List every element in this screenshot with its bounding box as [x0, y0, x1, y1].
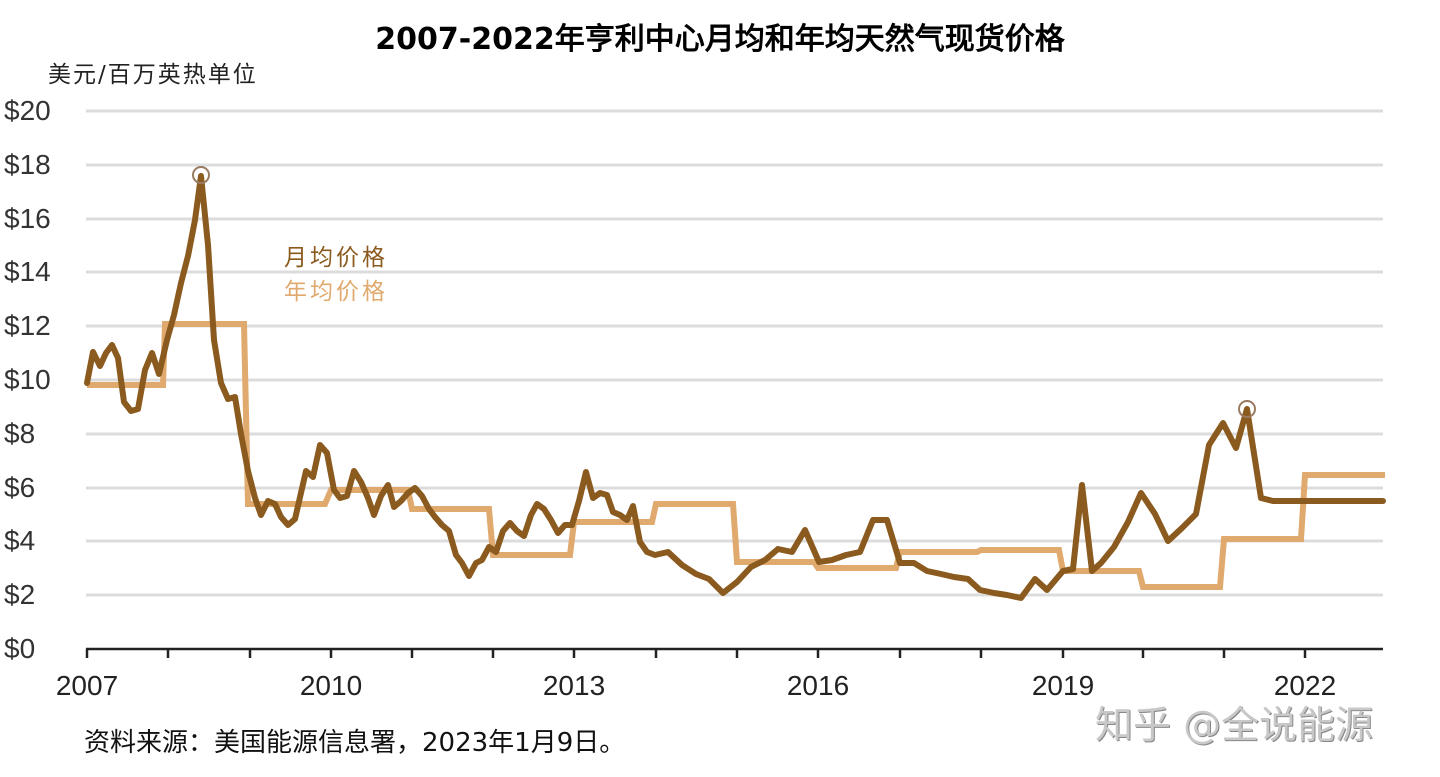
x-tick-2016: 2016 [786, 670, 850, 701]
y-tick-0: $0 [4, 633, 36, 664]
y-tick-18: $18 [4, 149, 51, 180]
x-tick-2019: 2019 [1031, 670, 1095, 701]
y-axis-unit-label: 美元/百万英热单位 [48, 62, 258, 88]
peak-2008-marker-icon [192, 166, 210, 184]
y-tick-10: $10 [4, 364, 51, 395]
x-tick-2007: 2007 [55, 670, 119, 701]
legend-monthly: 月均价格 [284, 245, 388, 271]
annual-average-series [87, 321, 1385, 590]
y-tick-8: $8 [4, 418, 36, 449]
x-tick-2010: 2010 [299, 670, 363, 701]
x-tick-2013: 2013 [542, 670, 606, 701]
legend-annual: 年均价格 [284, 279, 388, 305]
y-tick-4: $4 [4, 525, 36, 556]
y-tick-20: $20 [4, 95, 51, 126]
y-tick-14: $14 [4, 256, 51, 287]
x-tick-2022: 2022 [1273, 670, 1337, 701]
peak-2022-marker-icon [1238, 400, 1256, 418]
y-tick-12: $12 [4, 310, 51, 341]
source-note: 资料来源：美国能源信息署，2023年1月9日。 [84, 728, 626, 758]
y-tick-6: $6 [4, 472, 36, 503]
chart-title: 2007-2022年亨利中心月均和年均天然气现货价格 [375, 22, 1065, 57]
y-tick-16: $16 [4, 203, 51, 234]
monthly-average-series [84, 173, 1386, 601]
y-tick-2: $2 [4, 579, 36, 610]
watermark: 知乎 @全说能源 [1095, 703, 1374, 747]
x-axis [85, 647, 1383, 658]
